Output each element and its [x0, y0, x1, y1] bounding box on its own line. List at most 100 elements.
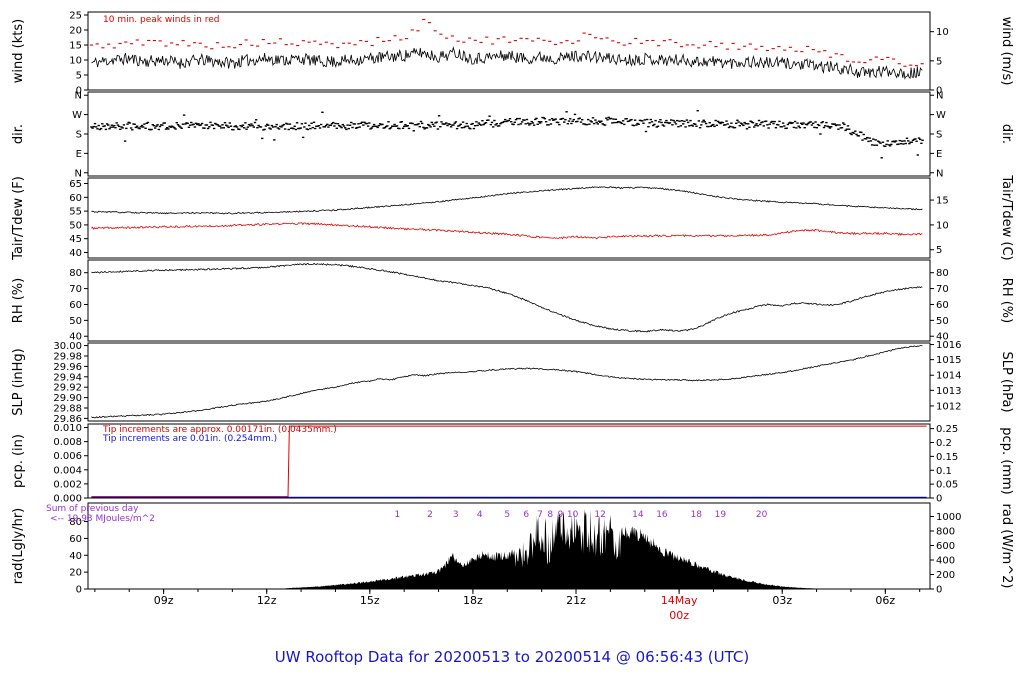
- y-tick-label: 25: [69, 11, 82, 22]
- series-wind_direction-point: [246, 126, 249, 128]
- series-sea_level_pressure: [91, 345, 923, 419]
- y-tick-label: 400: [936, 555, 955, 566]
- series-wind_direction-point: [369, 128, 372, 130]
- x-tick-label: 12z: [257, 594, 277, 607]
- rad-hour-mark: 12: [594, 510, 605, 520]
- series-wind_direction-point: [729, 125, 732, 128]
- series-wind_direction-point: [484, 122, 488, 124]
- series-wind_direction-point: [122, 124, 126, 126]
- y-tick-label: 80: [69, 268, 82, 279]
- series-wind_direction-point: [91, 127, 94, 129]
- series-wind_direction-point: [508, 118, 512, 120]
- series-wind_direction-point: [287, 128, 290, 131]
- series-wind_direction-point: [848, 128, 851, 130]
- series-wind_direction-point: [109, 126, 112, 128]
- series-wind_direction-point: [150, 128, 153, 131]
- series-wind_direction-point: [111, 126, 115, 128]
- y-tick-label: 60: [69, 534, 82, 545]
- series-wind_direction-point: [664, 121, 667, 124]
- series-wind_direction-point: [534, 118, 537, 121]
- series-wind_direction-point: [439, 126, 442, 128]
- series-wind_direction-point: [316, 125, 319, 127]
- series-wind_direction-point: [694, 123, 697, 125]
- series-wind_direction-point: [590, 121, 593, 123]
- series-wind_direction-point: [698, 127, 702, 129]
- series-wind_direction-point: [264, 125, 268, 127]
- panel-border-wind: [87, 11, 931, 91]
- series-wind_direction-point: [514, 118, 518, 121]
- series-wind_direction-point: [581, 119, 584, 121]
- series-wind_direction-point: [481, 120, 484, 122]
- series-wind_direction-point: [463, 126, 466, 129]
- series-wind_direction-point: [549, 123, 553, 125]
- series-wind_direction-point: [747, 123, 750, 125]
- series-wind_direction-point: [419, 120, 423, 123]
- series-wind_direction-point: [777, 124, 780, 126]
- series-wind_direction-point: [168, 125, 171, 128]
- series-wind_direction-point: [903, 140, 906, 142]
- series-wind_direction-point: [493, 119, 496, 122]
- series-wind_direction-point: [428, 124, 431, 127]
- series-wind_direction-point: [772, 122, 775, 125]
- series-wind_direction-point: [167, 128, 170, 130]
- series-wind_direction-point: [304, 122, 307, 124]
- series-wind_direction-point: [155, 125, 158, 127]
- series-wind_direction-point: [850, 133, 853, 136]
- series-wind_direction-point: [920, 142, 923, 144]
- series-wind_direction-point: [542, 117, 545, 119]
- series-wind_direction-point: [133, 123, 136, 125]
- series-wind_direction-point: [475, 121, 478, 123]
- series-wind_direction-point: [115, 122, 118, 124]
- series-wind_direction-point: [401, 127, 405, 129]
- series-wind_direction-point: [335, 127, 338, 129]
- series-wind_direction-point: [452, 124, 455, 126]
- series-wind_direction-point: [365, 122, 369, 125]
- series-wind_direction-point: [157, 128, 160, 131]
- series-wind_direction-point: [845, 128, 848, 130]
- series-wind_direction-point: [915, 140, 918, 142]
- series-wind_direction-point: [482, 123, 485, 126]
- series-wind_direction-point: [529, 123, 532, 125]
- series-wind_direction-point: [686, 121, 690, 124]
- series-wind_direction-point: [425, 127, 429, 129]
- series-wind_direction-point: [501, 121, 504, 124]
- series-wind_direction-point: [735, 122, 738, 124]
- series-wind_direction-point: [840, 127, 844, 129]
- series-wind_direction-point: [721, 121, 725, 124]
- series-wind_direction-point: [874, 139, 877, 141]
- series-wind_direction-point: [603, 124, 607, 126]
- series-wind_direction-point: [842, 122, 845, 124]
- series-wind_direction-point: [588, 123, 591, 125]
- series-wind_direction-point: [243, 127, 246, 129]
- series-wind_direction-point: [535, 117, 538, 120]
- series-wind_direction-point: [129, 127, 133, 129]
- y-tick-label: N: [75, 91, 82, 102]
- x-tick-label: 18z: [463, 594, 483, 607]
- series-wind_direction-point: [116, 124, 120, 126]
- series-wind_direction-point: [528, 124, 531, 126]
- series-wind_direction-point: [691, 125, 695, 127]
- y-tick-label: 0.008: [53, 437, 82, 448]
- series-wind_direction-point: [898, 139, 901, 142]
- y-tick-label: 800: [936, 526, 955, 537]
- series-wind_direction-point: [346, 124, 349, 126]
- series-wind_direction-point: [411, 122, 414, 125]
- series-wind_direction-point: [884, 145, 887, 148]
- series-wind_direction-point: [163, 122, 166, 124]
- series-wind_direction-point: [265, 123, 269, 126]
- series-wind_direction-point: [739, 122, 743, 124]
- series-wind_direction-point: [635, 124, 638, 126]
- rad-hour-mark: 18: [691, 510, 703, 520]
- series-wind_direction-point: [387, 121, 390, 123]
- series-wind_direction-point: [517, 123, 520, 126]
- series-wind_direction-point: [143, 123, 146, 125]
- series-wind_direction-point: [781, 122, 785, 124]
- series-wind_direction-point: [648, 122, 651, 124]
- series-wind_direction-point: [471, 122, 474, 125]
- series-wind_direction-point: [714, 119, 717, 122]
- series-wind_direction-point: [730, 122, 733, 124]
- x-tick-label: 09z: [154, 594, 174, 607]
- series-wind_direction-point: [357, 123, 360, 125]
- series-wind_direction-point: [329, 124, 332, 126]
- series-wind_direction-point: [785, 127, 788, 129]
